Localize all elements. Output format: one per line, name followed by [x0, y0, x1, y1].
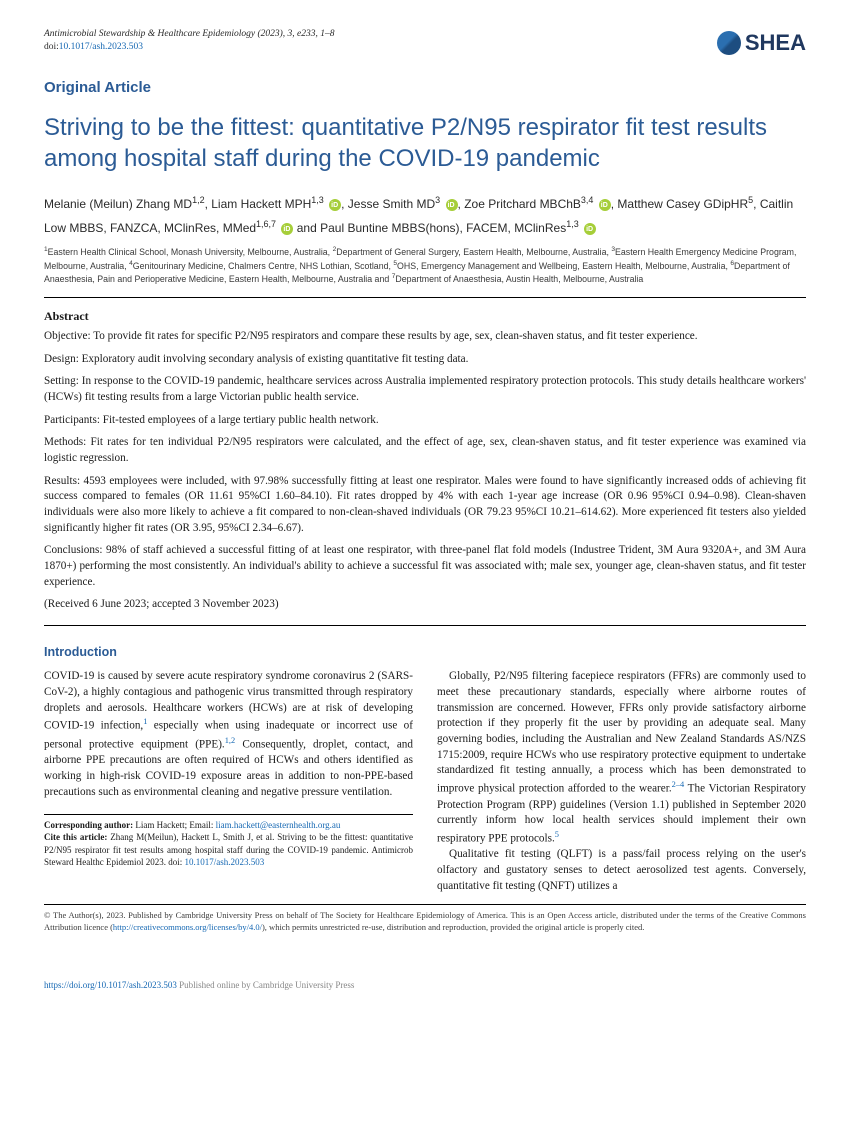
copyright-text: © The Author(s), 2023. Published by Camb… — [44, 910, 806, 933]
ref-5[interactable]: 5 — [555, 830, 559, 839]
ref-1-2[interactable]: 1,2 — [225, 736, 235, 745]
abstract-conclusions: Conclusions: 98% of staff achieved a suc… — [44, 543, 806, 590]
rule-top — [44, 297, 806, 298]
article-title: Striving to be the fittest: quantitative… — [44, 112, 806, 174]
authors-list: Melanie (Meilun) Zhang MD1,2, Liam Hacke… — [44, 192, 806, 239]
corresponding-author: Corresponding author: Liam Hackett; Emai… — [44, 819, 413, 831]
abstract-section: Abstract Objective: To provide fit rates… — [44, 308, 806, 613]
introduction-heading: Introduction — [44, 644, 806, 662]
cc-link[interactable]: http://creativecommons.org/licenses/by/4… — [113, 922, 262, 932]
header-row: Antimicrobial Stewardship & Healthcare E… — [44, 28, 806, 59]
affiliations: 1Eastern Health Clinical School, Monash … — [44, 245, 806, 285]
intro-p2: Globally, P2/N95 filtering facepiece res… — [437, 669, 806, 847]
article-type: Original Article — [44, 77, 806, 98]
abstract-setting: Setting: In response to the COVID-19 pan… — [44, 374, 806, 405]
footer-doi-link[interactable]: https://doi.org/10.1017/ash.2023.503 — [44, 980, 177, 990]
rule-bottom — [44, 625, 806, 626]
footer-link: https://doi.org/10.1017/ash.2023.503 Pub… — [44, 973, 806, 992]
abstract-participants: Participants: Fit-tested employees of a … — [44, 413, 806, 429]
shea-logo: SHEA — [717, 28, 806, 59]
intro-p3: Qualitative fit testing (QLFT) is a pass… — [437, 847, 806, 894]
corresponding-box: Corresponding author: Liam Hackett; Emai… — [44, 814, 413, 868]
abstract-methods: Methods: Fit rates for ten individual P2… — [44, 435, 806, 466]
doi-line: doi:10.1017/ash.2023.503 — [44, 42, 143, 52]
abstract-design: Design: Exploratory audit involving seco… — [44, 352, 806, 368]
introduction-body: COVID-19 is caused by severe acute respi… — [44, 669, 806, 894]
corresponding-email[interactable]: liam.hackett@easternhealth.org.au — [216, 820, 341, 830]
intro-p1: COVID-19 is caused by severe acute respi… — [44, 669, 413, 800]
abstract-received: (Received 6 June 2023; accepted 3 Novemb… — [44, 597, 806, 613]
cite-doi[interactable]: 10.1017/ash.2023.503 — [184, 857, 264, 867]
journal-info: Antimicrobial Stewardship & Healthcare E… — [44, 28, 335, 55]
shea-logo-text: SHEA — [745, 28, 806, 59]
shea-logo-icon — [717, 31, 741, 55]
abstract-results: Results: 4593 employees were included, w… — [44, 474, 806, 537]
footer-suffix: Published online by Cambridge University… — [177, 980, 355, 990]
journal-line: Antimicrobial Stewardship & Healthcare E… — [44, 29, 335, 39]
doi-link[interactable]: 10.1017/ash.2023.503 — [59, 42, 143, 52]
abstract-heading: Abstract — [44, 308, 806, 325]
ref-2-4[interactable]: 2–4 — [672, 780, 685, 789]
copyright-rule — [44, 904, 806, 905]
cite-this-article: Cite this article: Zhang M(Meilun), Hack… — [44, 831, 413, 867]
abstract-objective: Objective: To provide fit rates for spec… — [44, 329, 806, 345]
